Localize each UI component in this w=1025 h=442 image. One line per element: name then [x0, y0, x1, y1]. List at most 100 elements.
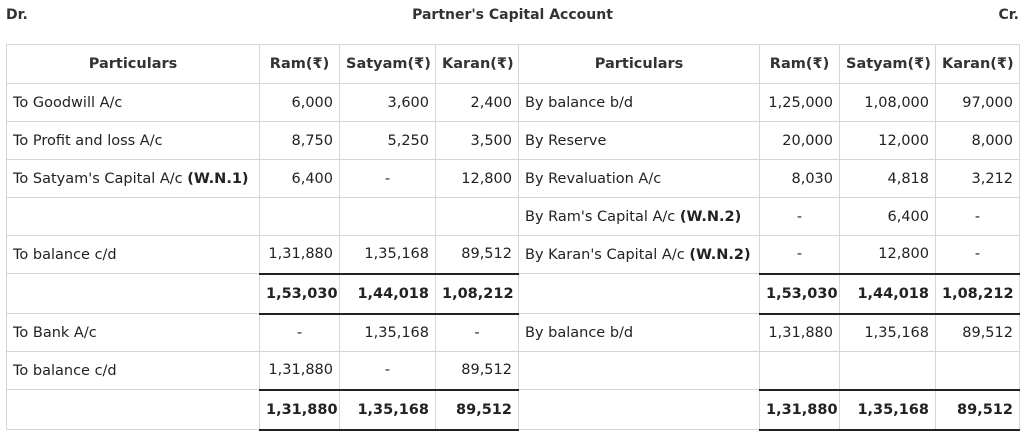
debit-particulars-cell [6, 389, 260, 430]
debit-particulars-cell-text: To Bank A/c [13, 324, 97, 341]
debit-particulars-cell: To Profit and loss A/c [6, 121, 260, 160]
credit-particulars-cell: By Karan's Capital A/c (W.N.2) [518, 235, 760, 274]
debit-ram-cell-text: 1,53,030 [266, 285, 338, 302]
credit-ram-cell: - [759, 235, 840, 274]
credit-satyam-cell: 4,818 [839, 159, 936, 198]
debit-ram-cell: - [259, 313, 340, 352]
credit-ram-cell: 8,030 [759, 159, 840, 198]
debit-satyam-cell-text: 3,600 [387, 94, 429, 111]
debit-karan-cell: 3,500 [435, 121, 519, 160]
debit-satyam-cell: 1,44,018 [339, 272, 436, 315]
debit-satyam-cell: - [339, 351, 436, 390]
debit-ram-cell-text: 6,400 [291, 170, 333, 187]
debit-satyam-cell-text: 5,250 [387, 132, 429, 149]
credit-ram-cell: 1,31,880 [759, 313, 840, 352]
debit-ram-cell-text: 8,750 [291, 132, 333, 149]
table-total-row: 1,53,030 1,44,018 1,08,212 1,53,030 1,44,018… [6, 272, 1020, 315]
credit-particulars-header: Particulars [518, 44, 760, 84]
credit-ram-cell-text: 1,31,880 [768, 324, 833, 341]
table-row: To balance c/d 1,31,880 1,35,168 89,512 By K… [6, 235, 1020, 274]
debit-ram-cell-text: 1,31,880 [268, 246, 333, 263]
debit-satyam-cell: 5,250 [339, 121, 436, 160]
credit-karan-cell: 8,000 [935, 121, 1020, 160]
table-row: By Ram's Capital A/c (W.N.2) - 6,400 - [6, 197, 1020, 236]
debit-satyam-cell-text: 1,35,168 [364, 324, 429, 341]
debit-particulars-cell-text: To balance c/d [13, 246, 117, 263]
debit-particulars-cell: To balance c/d [6, 351, 260, 390]
credit-ram-cell: - [759, 197, 840, 236]
debit-particulars-cell: To Satyam's Capital A/c (W.N.1) [6, 159, 260, 198]
debit-ram-cell: 8,750 [259, 121, 340, 160]
credit-ram-cell-text: 1,25,000 [768, 94, 833, 111]
debit-karan-cell-text: 89,512 [456, 401, 512, 418]
debit-ram-cell: 6,000 [259, 83, 340, 122]
credit-ram-cell: 1,25,000 [759, 83, 840, 122]
debit-satyam-header: Satyam(₹) [339, 44, 436, 84]
table-row: To Goodwill A/c 6,000 3,600 2,400 By balance… [6, 83, 1020, 122]
credit-particulars-cell: By Ram's Capital A/c (W.N.2) [518, 197, 760, 236]
credit-satyam-cell: 1,35,168 [839, 313, 936, 352]
debit-particulars-cell-text: To Profit and loss A/c [13, 132, 163, 149]
debit-ram-cell-text: - [296, 324, 303, 341]
credit-particulars-cell: By balance b/d [518, 83, 760, 122]
credit-ram-cell: 1,31,880 [759, 388, 840, 431]
credit-ram-cell-text: 20,000 [782, 132, 833, 149]
credit-karan-cell-text: 89,512 [962, 324, 1013, 341]
capital-account-table: Particulars Ram(₹) Satyam(₹) Karan(₹) Pa… [6, 44, 1020, 431]
debit-ram-cell: 1,31,880 [259, 388, 340, 431]
credit-satyam-cell: 1,44,018 [839, 272, 936, 315]
working-note-ref: (W.N.2) [679, 208, 742, 225]
credit-particulars-cell-text: By balance b/d [525, 324, 634, 341]
debit-satyam-cell-text: 1,35,168 [357, 401, 429, 418]
debit-karan-cell: 89,512 [435, 235, 519, 274]
debit-ram-cell-text: 1,31,880 [266, 401, 338, 418]
credit-satyam-cell-text: 1,35,168 [864, 324, 929, 341]
credit-particulars-cell-text: By balance b/d [525, 94, 634, 111]
debit-karan-cell: - [435, 313, 519, 352]
debit-satyam-cell [339, 197, 436, 236]
credit-ram-cell: 20,000 [759, 121, 840, 160]
debit-karan-header: Karan(₹) [435, 44, 519, 84]
credit-karan-cell: 3,212 [935, 159, 1020, 198]
credit-karan-cell-text: 97,000 [962, 94, 1013, 111]
debit-ram-header: Ram(₹) [259, 44, 340, 84]
debit-karan-cell: 89,512 [435, 351, 519, 390]
debit-particulars-cell: To balance c/d [6, 235, 260, 274]
account-header: Dr. Partner's Capital Account Cr. [0, 0, 1025, 44]
credit-satyam-cell-text: 1,44,018 [857, 285, 929, 302]
debit-karan-cell-text: 89,512 [461, 362, 512, 379]
credit-satyam-cell: 12,800 [839, 235, 936, 274]
credit-particulars-cell [518, 389, 760, 430]
credit-karan-cell-text: - [974, 246, 981, 263]
credit-satyam-cell-text: 1,35,168 [857, 401, 929, 418]
table-row: To balance c/d 1,31,880 - 89,512 [6, 351, 1020, 390]
debit-particulars-cell: To Goodwill A/c [6, 83, 260, 122]
debit-karan-cell-text: - [474, 324, 480, 341]
credit-satyam-cell-text: 12,800 [878, 246, 929, 263]
credit-particulars-cell: By balance b/d [518, 313, 760, 352]
credit-particulars-cell [518, 273, 760, 314]
page-title: Partner's Capital Account [412, 7, 613, 23]
credit-karan-cell: 1,08,212 [935, 272, 1020, 315]
debit-karan-cell: 89,512 [435, 388, 519, 431]
debit-particulars-cell: To Bank A/c [6, 313, 260, 352]
debit-karan-cell: 1,08,212 [435, 272, 519, 315]
debit-label: Dr. [6, 7, 28, 23]
debit-satyam-cell: 1,35,168 [339, 313, 436, 352]
credit-ram-cell: 1,53,030 [759, 272, 840, 315]
credit-particulars-cell-text: By Reserve [525, 132, 607, 149]
credit-particulars-cell: By Reserve [518, 121, 760, 160]
credit-karan-cell: - [935, 235, 1020, 274]
debit-satyam-cell-text: - [384, 362, 391, 379]
credit-karan-cell: - [935, 197, 1020, 236]
debit-satyam-cell: - [339, 159, 436, 198]
credit-karan-cell-text: 89,512 [957, 401, 1013, 418]
debit-ram-cell: 1,53,030 [259, 272, 340, 315]
debit-particulars-cell-text: To balance c/d [13, 362, 117, 379]
credit-particulars-cell: By Revaluation A/c [518, 159, 760, 198]
credit-ram-header: Ram(₹) [759, 44, 840, 84]
debit-ram-cell: 6,400 [259, 159, 340, 198]
credit-satyam-cell: 1,08,000 [839, 83, 936, 122]
credit-satyam-cell-text: 12,000 [878, 132, 929, 149]
credit-ram-cell-text: 1,53,030 [766, 285, 838, 302]
